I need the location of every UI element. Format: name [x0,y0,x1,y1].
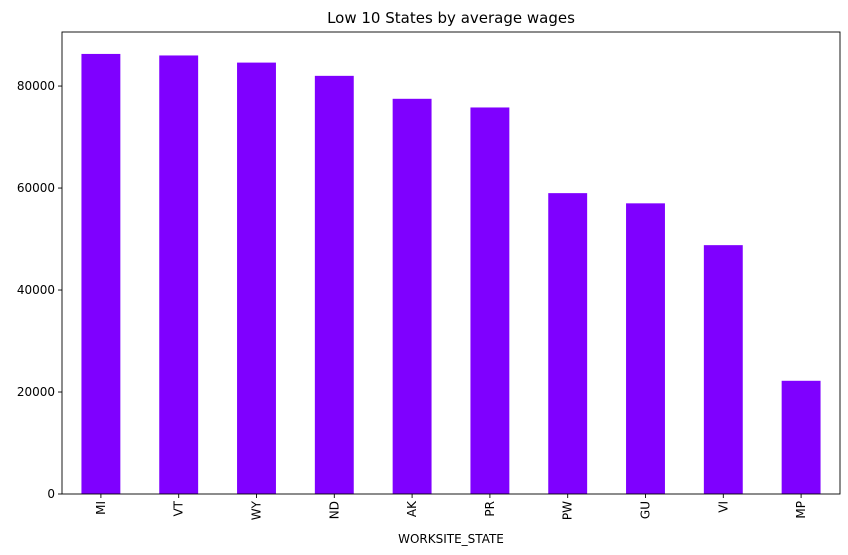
bar-ak [392,98,432,495]
x-tick-label: ND [327,501,341,519]
x-tick-label: PR [483,501,497,517]
x-tick-label: AK [405,500,419,517]
x-tick-label: WY [250,500,264,520]
y-tick-label: 0 [47,487,55,501]
bar-mp [781,380,821,494]
bar-pw [548,193,588,494]
x-tick-label: VT [172,500,186,516]
x-tick-label: VI [716,501,730,513]
bar-nd [314,75,354,494]
y-tick-label: 60000 [17,181,55,195]
x-axis-ticks: MI VT WY ND AK PR PW GU VI MP [94,494,808,520]
bars-group [81,53,821,495]
bar-vt [159,55,199,495]
bar-wy [237,62,276,494]
bar-gu [626,203,665,494]
chart-title: Low 10 States by average wages [327,9,575,27]
bar-pr [470,107,510,494]
y-tick-label: 20000 [17,385,55,399]
plot-area-frame [61,31,841,495]
x-tick-label: MP [794,501,808,519]
x-tick-label: PW [561,501,575,520]
y-tick-label: 40000 [17,283,55,297]
x-axis-label: WORKSITE_STATE [398,532,504,546]
y-axis-ticks: 0 20000 40000 60000 80000 [17,79,62,501]
bar-vi [703,245,743,494]
x-tick-label: MI [94,501,108,515]
x-tick-label: GU [639,501,653,519]
bar-mi [81,53,121,495]
y-tick-label: 80000 [17,79,55,93]
